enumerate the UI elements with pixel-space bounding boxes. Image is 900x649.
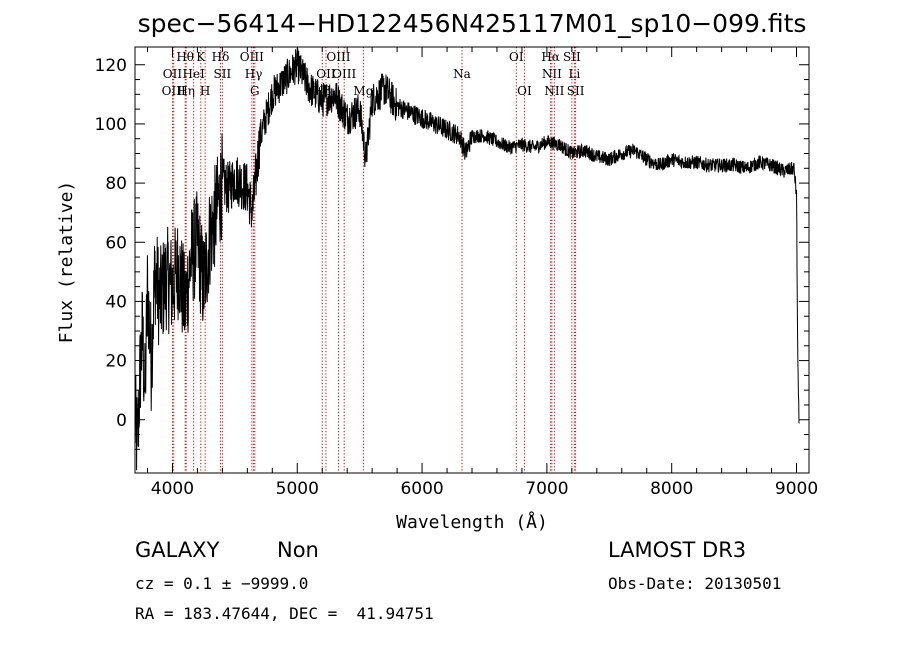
line-label: OIII bbox=[240, 50, 264, 64]
line-label: SII bbox=[563, 50, 581, 64]
x-tick-label: 6000 bbox=[400, 479, 443, 499]
line-label: NII bbox=[544, 84, 564, 98]
y-axis-ticks: 0 20 40 60 80 100 120 bbox=[95, 56, 809, 450]
y-tick-label: 20 bbox=[105, 352, 127, 372]
y-tick-label: 120 bbox=[95, 56, 127, 76]
line-label: OI bbox=[517, 84, 532, 98]
line-label: HeI bbox=[183, 67, 206, 81]
y-tick-label: 100 bbox=[95, 115, 127, 135]
line-label: G bbox=[250, 84, 260, 98]
line-label: SII bbox=[567, 84, 585, 98]
x-tick-label: 9000 bbox=[775, 479, 818, 499]
x-tick-label: 4000 bbox=[151, 479, 194, 499]
line-label: Na bbox=[453, 67, 471, 81]
y-tick-label: 40 bbox=[105, 292, 127, 312]
line-label: OII bbox=[163, 67, 183, 81]
line-label: Li bbox=[568, 67, 580, 81]
redshift-text: cz = 0.1 ± −9999.0 bbox=[135, 574, 309, 593]
x-tick-label: 7000 bbox=[525, 479, 568, 499]
line-label: NII bbox=[542, 67, 562, 81]
x-axis-label: Wavelength (Å) bbox=[396, 511, 548, 533]
y-tick-label: 80 bbox=[105, 174, 127, 194]
line-label: Hγ bbox=[245, 67, 263, 81]
line-label: OIII bbox=[332, 67, 356, 81]
line-label: Hη bbox=[177, 84, 195, 98]
obs-date-text: Obs-Date: 20130501 bbox=[608, 574, 782, 593]
object-subclass: Non bbox=[277, 538, 319, 562]
line-label: H bbox=[200, 84, 210, 98]
object-class: GALAXY bbox=[135, 538, 220, 562]
line-label: Hθ bbox=[176, 50, 194, 64]
x-tick-label: 8000 bbox=[650, 479, 693, 499]
line-label: Hα bbox=[541, 50, 560, 64]
plot-frame bbox=[134, 46, 810, 474]
chart-title: spec−56414−HD122456N425117M01_sp10−099.f… bbox=[138, 9, 807, 38]
x-axis-ticks: 4000 5000 6000 7000 8000 9000 bbox=[146, 47, 818, 499]
spectrum-line bbox=[134, 47, 800, 471]
line-label: OIII bbox=[326, 50, 350, 64]
y-axis-label: Flux (relative) bbox=[56, 181, 77, 344]
line-label: K bbox=[196, 50, 206, 64]
survey-name: LAMOST DR3 bbox=[608, 538, 747, 562]
x-tick-label: 5000 bbox=[276, 479, 319, 499]
y-tick-label: 60 bbox=[105, 233, 127, 253]
ra-dec-text: RA = 183.47644, DEC = 41.94751 bbox=[135, 604, 434, 623]
line-label: OIII bbox=[162, 84, 186, 98]
line-label: OII bbox=[316, 67, 336, 81]
y-tick-label: 0 bbox=[116, 411, 127, 431]
line-label: SII bbox=[214, 67, 232, 81]
line-label: Hδ bbox=[212, 50, 230, 64]
line-label: OI bbox=[509, 50, 524, 64]
